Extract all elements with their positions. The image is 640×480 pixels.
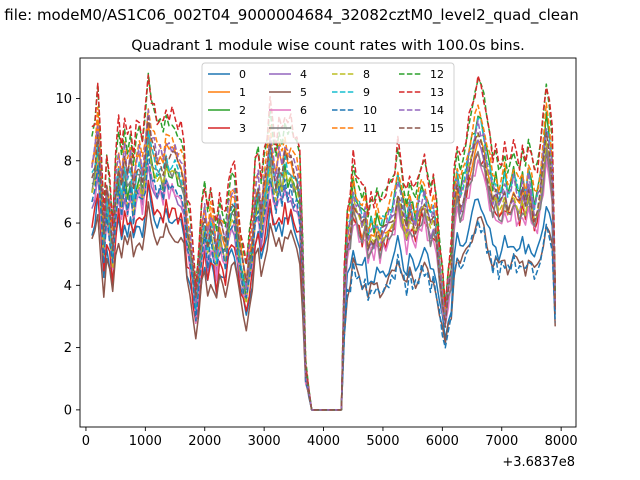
legend-box: [201, 62, 455, 144]
x-tick-label: 5000: [366, 434, 399, 449]
legend-label-7: 7: [300, 122, 307, 135]
series-line-10: [91, 148, 556, 411]
legend-label-11: 11: [363, 122, 377, 135]
x-tick-label: 2000: [188, 434, 221, 449]
legend-label-0: 0: [239, 68, 246, 81]
x-tick-label: 0: [82, 434, 90, 449]
legend-label-4: 4: [300, 68, 307, 81]
x-tick-label: 1000: [129, 434, 162, 449]
plot-frame: [79, 57, 577, 428]
y-tick-label: 10: [55, 92, 72, 107]
legend-label-2: 2: [239, 104, 246, 117]
series-line-14: [91, 109, 556, 411]
series-line-11: [91, 102, 556, 411]
series-line-15: [91, 116, 556, 411]
figure-supertitle: n file: modeM0/AS1C06_002T04_9000004684_…: [0, 6, 579, 24]
legend-label-9: 9: [363, 86, 370, 99]
y-tick-label: 8: [64, 154, 72, 169]
series-line-5: [91, 201, 556, 411]
x-offset-label: +3.6837e8: [502, 455, 575, 470]
legend-label-1: 1: [239, 86, 246, 99]
series-layer: [91, 72, 556, 411]
series-line-6: [91, 159, 556, 411]
legend-label-3: 3: [239, 122, 246, 135]
legend-label-14: 14: [430, 104, 444, 117]
x-tick-label: 4000: [307, 434, 340, 449]
x-tick-label: 3000: [248, 434, 281, 449]
legend-label-12: 12: [430, 68, 444, 81]
legend-label-15: 15: [430, 122, 444, 135]
x-tick-label: 8000: [545, 434, 578, 449]
y-tick-label: 4: [64, 279, 72, 294]
legend-label-8: 8: [363, 68, 370, 81]
legend-label-10: 10: [363, 104, 377, 117]
legend-label-5: 5: [300, 86, 307, 99]
y-tick-label: 0: [64, 403, 72, 418]
x-tick-label: 6000: [426, 434, 459, 449]
y-tick-label: 2: [64, 341, 72, 356]
y-tick-label: 6: [64, 217, 72, 232]
chart-title: Quadrant 1 module wise count rates with …: [131, 38, 525, 54]
legend-label-6: 6: [300, 104, 307, 117]
legend-label-13: 13: [430, 86, 444, 99]
x-tick-label: 7000: [485, 434, 518, 449]
